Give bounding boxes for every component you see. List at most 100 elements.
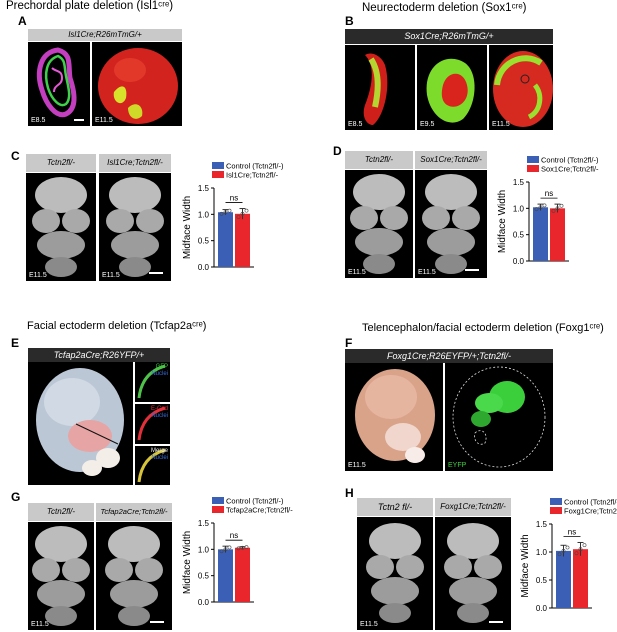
bar [556, 550, 571, 608]
data-point [219, 549, 224, 554]
inset-label: Merge [150, 448, 168, 454]
y-tick-label: 0.0 [536, 604, 548, 613]
inset-label: Nuclei [151, 413, 168, 419]
panel-label-b: B [345, 14, 354, 28]
sem-face-image [32, 526, 90, 626]
panel-label-e: E [11, 336, 20, 350]
stage-label: E11.5 [29, 272, 47, 279]
significance-label: ns [230, 531, 238, 540]
section-image [137, 406, 166, 441]
data-point [559, 203, 564, 208]
bar [218, 549, 233, 602]
panel-a-image-e85: E8.5 [28, 42, 90, 126]
data-point [578, 547, 583, 552]
legend-label: Control (Tctn2fl/-) [226, 497, 284, 506]
stage-label: E11.5 [348, 269, 366, 276]
bar-chart: Control (Tctn2fl/-)Tcfap2aCre;Tctn2fl/- 0… [182, 497, 293, 608]
data-point [244, 208, 249, 213]
panel-label-h: H [345, 486, 354, 500]
e95-embryo-image [426, 58, 475, 123]
channel-label: EYFP [448, 462, 467, 469]
data-point [557, 552, 562, 557]
y-tick-label: 0.5 [198, 237, 210, 246]
legend-swatch [212, 506, 224, 513]
panel-b-header: Sox1Cre;R26mTmG/+ [345, 29, 553, 44]
inset-label: E-Cad [150, 406, 168, 412]
section-image [137, 364, 166, 399]
panel-d-left-header: Tctn2fl/- [345, 151, 413, 169]
data-point [227, 545, 232, 550]
data-point [582, 543, 587, 548]
panel-c-right-header: Isl1Cre;Tctn2fl/- [99, 154, 171, 172]
panel-g-left-header: Tctn2fl/- [28, 503, 94, 521]
inset-ecad: E-Cad Nuclei [135, 404, 170, 444]
bar-chart: Control (Tctn2fl/-)Isl1Cre;Tctn2fl/- 0.0 0… [182, 162, 284, 273]
y-tick-label: 0.0 [198, 598, 210, 607]
legend-swatch [550, 498, 562, 505]
y-tick-label: 0.5 [198, 572, 210, 581]
panel-label-c: C [11, 149, 20, 163]
panel-a-image-e115: E11.5 [92, 42, 182, 126]
sem-face-image [366, 523, 424, 623]
y-tick-label: 1.5 [198, 519, 210, 528]
legend-swatch [212, 171, 224, 178]
panel-g-mutant-image [96, 522, 172, 630]
data-point [551, 208, 556, 213]
stage-label: E8.5 [348, 121, 363, 128]
panel-g-control-image: E11.5 [28, 522, 94, 630]
bar [533, 207, 548, 261]
y-tick-label: 1.0 [536, 548, 548, 557]
chart-g: Control (Tctn2fl/-) Tcfap2aCre;Tctn2fl/- 0… [182, 495, 307, 620]
data-point [240, 545, 245, 550]
panel-h-right-header: Foxg1Cre;Tctn2fl/- [435, 498, 511, 516]
sem-face-image [350, 174, 408, 274]
legend-swatch [212, 497, 224, 504]
e115-embryo-image [493, 51, 553, 127]
stage-label: E11.5 [102, 272, 120, 279]
panel-f-brightfield-image: E11.5 [345, 363, 443, 471]
sem-face-image [422, 174, 480, 274]
bar [218, 212, 233, 267]
data-point [236, 546, 241, 551]
panel-f-title: Telencephalon/facial ectoderm deletion (… [362, 322, 604, 334]
sem-face-image [32, 177, 90, 277]
panel-h-left-header: Tctn2 fl/- [357, 498, 433, 516]
panel-f-header: Foxg1Cre;R26EYFP/+;Tctn2fl/- [345, 349, 553, 363]
significance-label: ns [230, 194, 238, 203]
y-tick-label: 1.5 [513, 178, 525, 187]
y-tick-label: 1.5 [536, 520, 548, 529]
data-point [223, 210, 228, 215]
e115-embryo-image [98, 48, 178, 124]
legend-swatch [527, 156, 539, 163]
legend-swatch [550, 507, 562, 514]
y-tick-label: 0.0 [513, 257, 525, 266]
panel-h-mutant-image [435, 517, 511, 630]
y-tick-label: 0.5 [536, 576, 548, 585]
y-tick-label: 1.0 [513, 204, 525, 213]
data-point [538, 205, 543, 210]
data-point [542, 203, 547, 208]
legend-label: Sox1Cre;Tctn2fl/- [541, 165, 599, 174]
scale-bar [150, 621, 164, 623]
panel-a-title: Prechordal plate deletion (Isl1ᶜʳᵉ) [6, 0, 174, 12]
y-axis-label: Midface Width [182, 196, 193, 259]
y-tick-label: 1.0 [198, 210, 210, 219]
bar [235, 213, 250, 267]
e85-confocal-image [36, 47, 77, 118]
stage-label: E9.5 [420, 121, 435, 128]
legend-label: Control (Tctn2fl/-) [564, 498, 617, 507]
stage-label: E11.5 [360, 621, 378, 628]
data-point [244, 545, 249, 550]
scale-bar [489, 621, 503, 623]
panel-label-f: F [345, 336, 353, 350]
inset-merge: Merge Nuclei [135, 446, 170, 485]
data-point [565, 545, 570, 550]
data-point [574, 551, 579, 556]
y-axis-label: Midface Width [182, 531, 193, 594]
bar [573, 549, 588, 608]
panel-d-right-header: Sox1Cre;Tctn2fl/- [415, 151, 487, 169]
panel-g-right-header: Tcfap2aCre;Tctn2fl/- [96, 503, 172, 521]
scale-bar [74, 119, 84, 121]
y-tick-label: 0.5 [513, 231, 525, 240]
significance-label: ns [568, 527, 576, 536]
